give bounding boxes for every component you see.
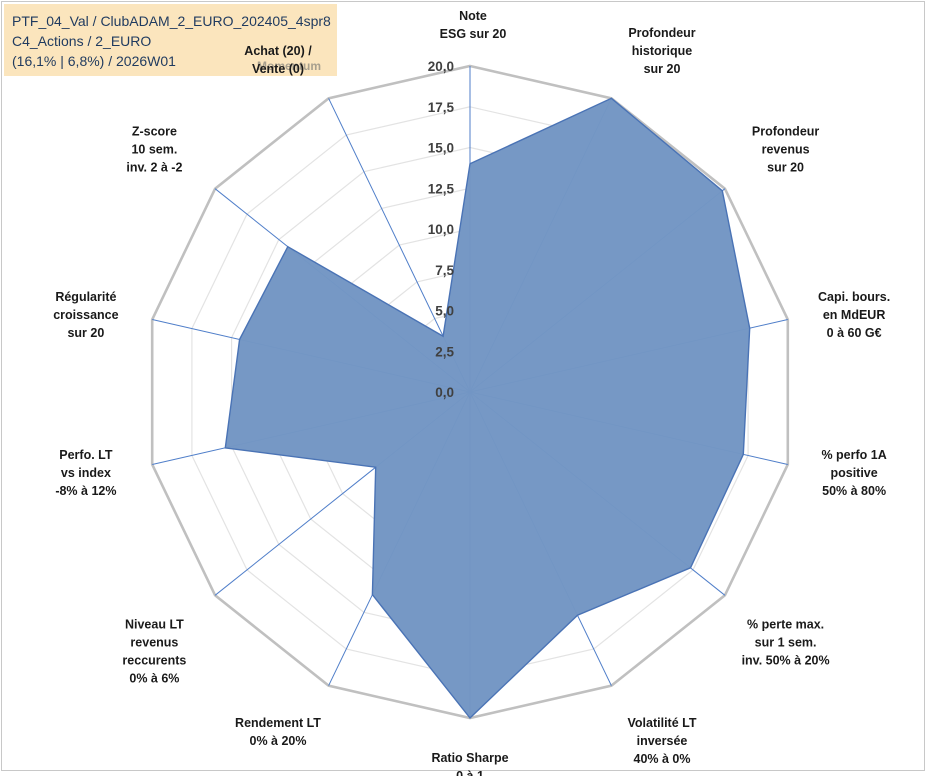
axis-label: Profondeur revenus sur 20 xyxy=(752,125,819,175)
axis-label-line: 0 à 60 G€ xyxy=(827,326,882,340)
axis-label: Profondeur historique sur 20 xyxy=(628,26,695,76)
axis-label: Volatilité LT inversée 40% à 0% xyxy=(628,716,697,766)
axis-label: Régularité croissance sur 20 xyxy=(53,290,118,340)
axis-label-line: ESG sur 20 xyxy=(440,27,507,41)
series-area xyxy=(224,97,751,720)
axis-label-line: 50% à 80% xyxy=(822,484,886,498)
tick-label: 15,0 xyxy=(428,141,454,156)
axis-label: Capi. bours. en MdEUR 0 à 60 G€ xyxy=(818,290,890,340)
axis-label: Rendement LT 0% à 20% xyxy=(235,716,321,748)
axis-label-line: revenus xyxy=(130,635,178,649)
axis-label-line: % perte max. xyxy=(747,617,824,631)
axis-label-line: sur 20 xyxy=(644,62,681,76)
axis-label-line: sur 20 xyxy=(767,161,804,175)
axis-label-line: historique xyxy=(632,44,692,58)
momentum-label: Momentum xyxy=(257,59,321,73)
axis-label-line: 40% à 0% xyxy=(634,752,691,766)
info-line-period: (16,1% | 6,8%) / 2026W01 xyxy=(12,53,176,69)
axis-label-line: reccurents xyxy=(122,653,186,667)
axis-label: Achat (20) / Vente (0) xyxy=(244,44,312,76)
axis-label-line: Ratio Sharpe xyxy=(431,751,508,765)
tick-label: 20,0 xyxy=(428,59,454,74)
axis-label-line: 0% à 20% xyxy=(250,734,307,748)
radar-axis-labels: Note ESG sur 20 Profondeur historique sur 20… xyxy=(53,9,890,776)
info-line-category: C4_Actions / 2_EURO xyxy=(12,33,152,49)
tick-label: 0,0 xyxy=(435,385,454,400)
axis-label-line: Z-score xyxy=(132,125,177,139)
axis-label-line: inv. 2 à -2 xyxy=(126,161,182,175)
axis-label-line: Profondeur xyxy=(752,125,819,139)
axis-label: % perfo 1A positive 50% à 80% xyxy=(821,448,886,498)
axis-label-line: Profondeur xyxy=(628,26,695,40)
axis-label-line: croissance xyxy=(53,308,118,322)
info-box: PTF_04_Val / ClubADAM_2_EURO_202405_4spr… xyxy=(4,4,337,76)
axis-label-line: Perfo. LT xyxy=(59,448,113,462)
tick-label: 2,5 xyxy=(435,344,454,359)
axis-label-line: Capi. bours. xyxy=(818,290,890,304)
axis-label-line: -8% à 12% xyxy=(55,484,116,498)
tick-label: 10,0 xyxy=(428,222,454,237)
axis-label-line: sur 1 sem. xyxy=(755,635,817,649)
radar-series xyxy=(224,97,751,720)
tick-label: 12,5 xyxy=(428,181,455,196)
axis-label-line: Rendement LT xyxy=(235,716,321,730)
axis-label: Z-score 10 sem. inv. 2 à -2 xyxy=(126,125,182,175)
axis-label-line: vs index xyxy=(61,466,111,480)
axis-label-line: Achat (20) / xyxy=(244,44,312,58)
axis-label: Niveau LT revenus reccurents 0% à 6% xyxy=(122,617,186,685)
tick-label: 17,5 xyxy=(428,100,455,115)
axis-label-line: inv. 50% à 20% xyxy=(742,653,830,667)
tick-label: 7,5 xyxy=(435,263,454,278)
axis-label-line: inversée xyxy=(637,734,688,748)
axis-label: % perte max. sur 1 sem. inv. 50% à 20% xyxy=(742,617,830,667)
axis-label-line: % perfo 1A xyxy=(821,448,886,462)
axis-label-line: revenus xyxy=(762,143,810,157)
axis-label-line: Volatilité LT xyxy=(628,716,697,730)
axis-label: Note ESG sur 20 xyxy=(440,9,507,41)
axis-label: Perfo. LT vs index -8% à 12% xyxy=(55,448,116,498)
axis-label-line: Niveau LT xyxy=(125,617,184,631)
axis-label-line: Régularité xyxy=(55,290,116,304)
axis-label-line: 0% à 6% xyxy=(129,671,179,685)
axis-label-line: sur 20 xyxy=(67,326,104,340)
axis-label-line: Note xyxy=(459,9,487,23)
axis-label-line: 10 sem. xyxy=(131,143,177,157)
tick-label: 5,0 xyxy=(435,304,454,319)
radar-tick-labels: 0,0 2,5 5,0 7,5 10,0 12,5 15,0 17,5 20,0 xyxy=(428,59,455,400)
axis-label-line: Vente (0) xyxy=(252,62,304,76)
axis-label-line: en MdEUR xyxy=(823,308,886,322)
axis-label: Ratio Sharpe 0 à 1 xyxy=(431,751,508,776)
info-line-portfolio: PTF_04_Val / ClubADAM_2_EURO_202405_4spr… xyxy=(12,13,331,29)
axis-label-line: 0 à 1 xyxy=(456,769,484,776)
axis-label-line: positive xyxy=(830,466,877,480)
